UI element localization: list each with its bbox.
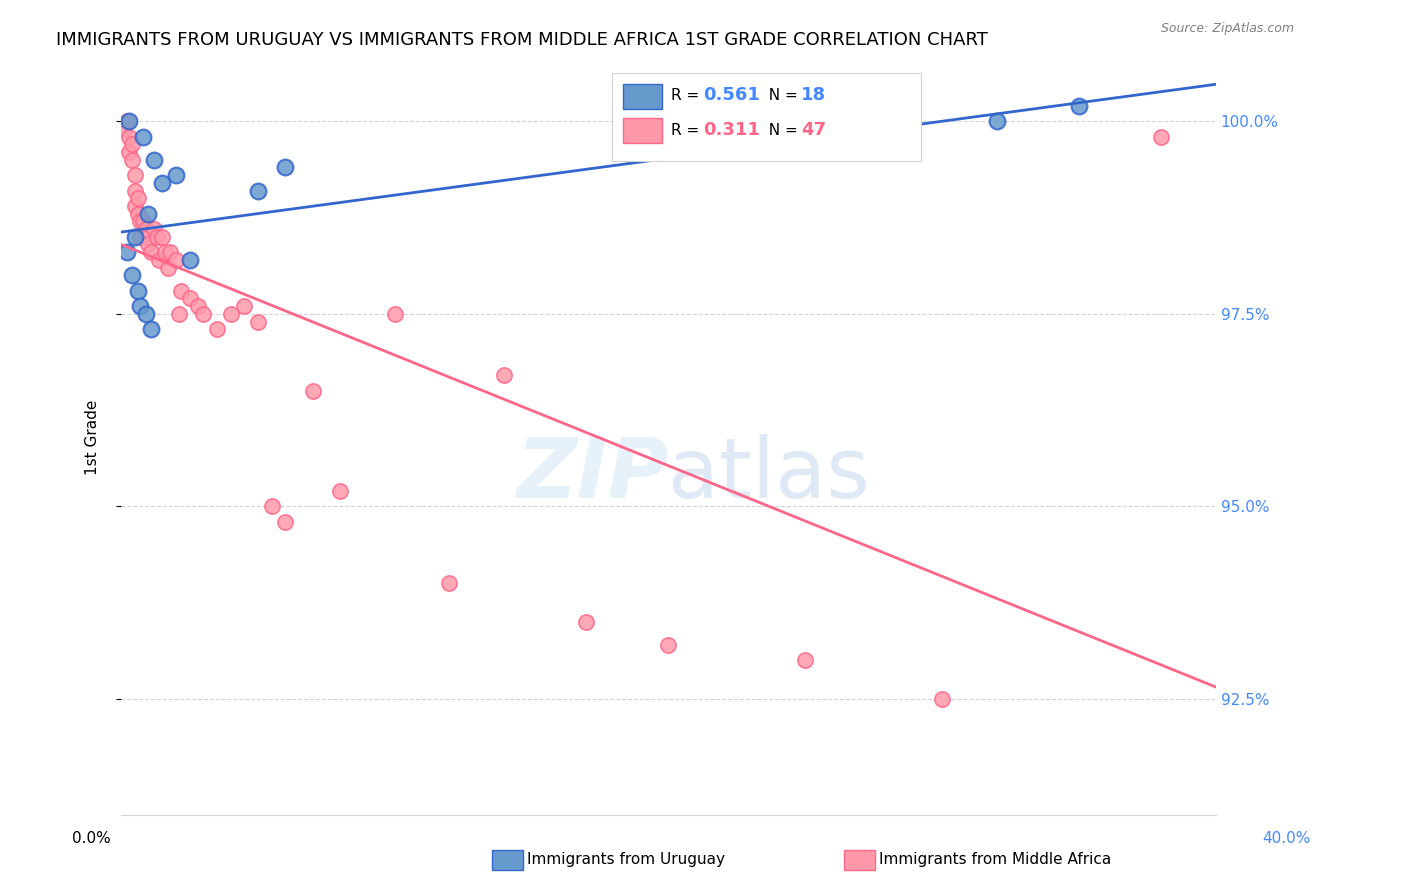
Point <box>124 184 146 198</box>
Point <box>246 184 269 198</box>
Text: atlas: atlas <box>668 434 870 516</box>
Point <box>129 299 152 313</box>
Point <box>165 168 187 182</box>
Text: 0.561: 0.561 <box>703 87 759 104</box>
Point <box>148 252 170 267</box>
Point <box>167 307 190 321</box>
Point <box>384 307 406 321</box>
Point <box>141 322 163 336</box>
Text: 47: 47 <box>801 121 827 139</box>
Point <box>1067 99 1090 113</box>
Point <box>127 207 149 221</box>
Point <box>193 307 215 321</box>
Point <box>986 114 1008 128</box>
Point <box>150 229 173 244</box>
Point <box>187 299 209 313</box>
Point <box>132 129 155 144</box>
Point <box>121 153 143 167</box>
Point <box>794 653 817 667</box>
Point <box>170 284 193 298</box>
Point <box>931 692 953 706</box>
Y-axis label: 1st Grade: 1st Grade <box>86 400 100 475</box>
Point <box>127 284 149 298</box>
Point <box>179 292 201 306</box>
Point <box>135 307 157 321</box>
Point <box>118 114 141 128</box>
Point <box>143 222 166 236</box>
Point <box>121 268 143 283</box>
Point <box>138 229 160 244</box>
Point <box>205 322 228 336</box>
Point <box>179 252 201 267</box>
Text: 18: 18 <box>801 87 827 104</box>
Point <box>153 245 176 260</box>
Point <box>135 222 157 236</box>
Point <box>112 122 135 136</box>
Point <box>219 307 242 321</box>
Point <box>145 229 167 244</box>
Point <box>246 314 269 328</box>
Point <box>1150 129 1173 144</box>
Point <box>159 245 181 260</box>
Point <box>124 168 146 182</box>
Point <box>233 299 256 313</box>
Text: R =: R = <box>671 123 704 137</box>
Point <box>150 176 173 190</box>
Point <box>494 368 516 383</box>
Point <box>301 384 323 398</box>
Point <box>575 615 598 629</box>
Point <box>132 214 155 228</box>
Point <box>118 129 141 144</box>
Point <box>129 229 152 244</box>
Text: Immigrants from Uruguay: Immigrants from Uruguay <box>527 853 725 867</box>
Text: R =: R = <box>671 88 704 103</box>
Point <box>143 153 166 167</box>
Point <box>329 483 352 498</box>
Point <box>274 515 297 529</box>
Point <box>121 137 143 152</box>
Point <box>657 638 679 652</box>
Point <box>260 500 283 514</box>
Point <box>439 576 461 591</box>
Point <box>115 114 138 128</box>
Text: Immigrants from Middle Africa: Immigrants from Middle Africa <box>879 853 1111 867</box>
Point <box>129 214 152 228</box>
Text: Source: ZipAtlas.com: Source: ZipAtlas.com <box>1160 22 1294 36</box>
Point <box>115 245 138 260</box>
Point <box>124 229 146 244</box>
Point <box>138 237 160 252</box>
Point <box>138 207 160 221</box>
Text: 0.0%: 0.0% <box>72 831 111 846</box>
Point <box>118 145 141 159</box>
Point <box>156 260 179 275</box>
Point <box>274 161 297 175</box>
Point <box>127 191 149 205</box>
Text: N =: N = <box>759 123 803 137</box>
Text: IMMIGRANTS FROM URUGUAY VS IMMIGRANTS FROM MIDDLE AFRICA 1ST GRADE CORRELATION C: IMMIGRANTS FROM URUGUAY VS IMMIGRANTS FR… <box>56 31 988 49</box>
Text: 40.0%: 40.0% <box>1263 831 1310 846</box>
Point <box>124 199 146 213</box>
Point <box>165 252 187 267</box>
Text: 0.311: 0.311 <box>703 121 759 139</box>
Text: N =: N = <box>759 88 803 103</box>
Point <box>141 245 163 260</box>
Text: ZIP: ZIP <box>516 434 668 516</box>
